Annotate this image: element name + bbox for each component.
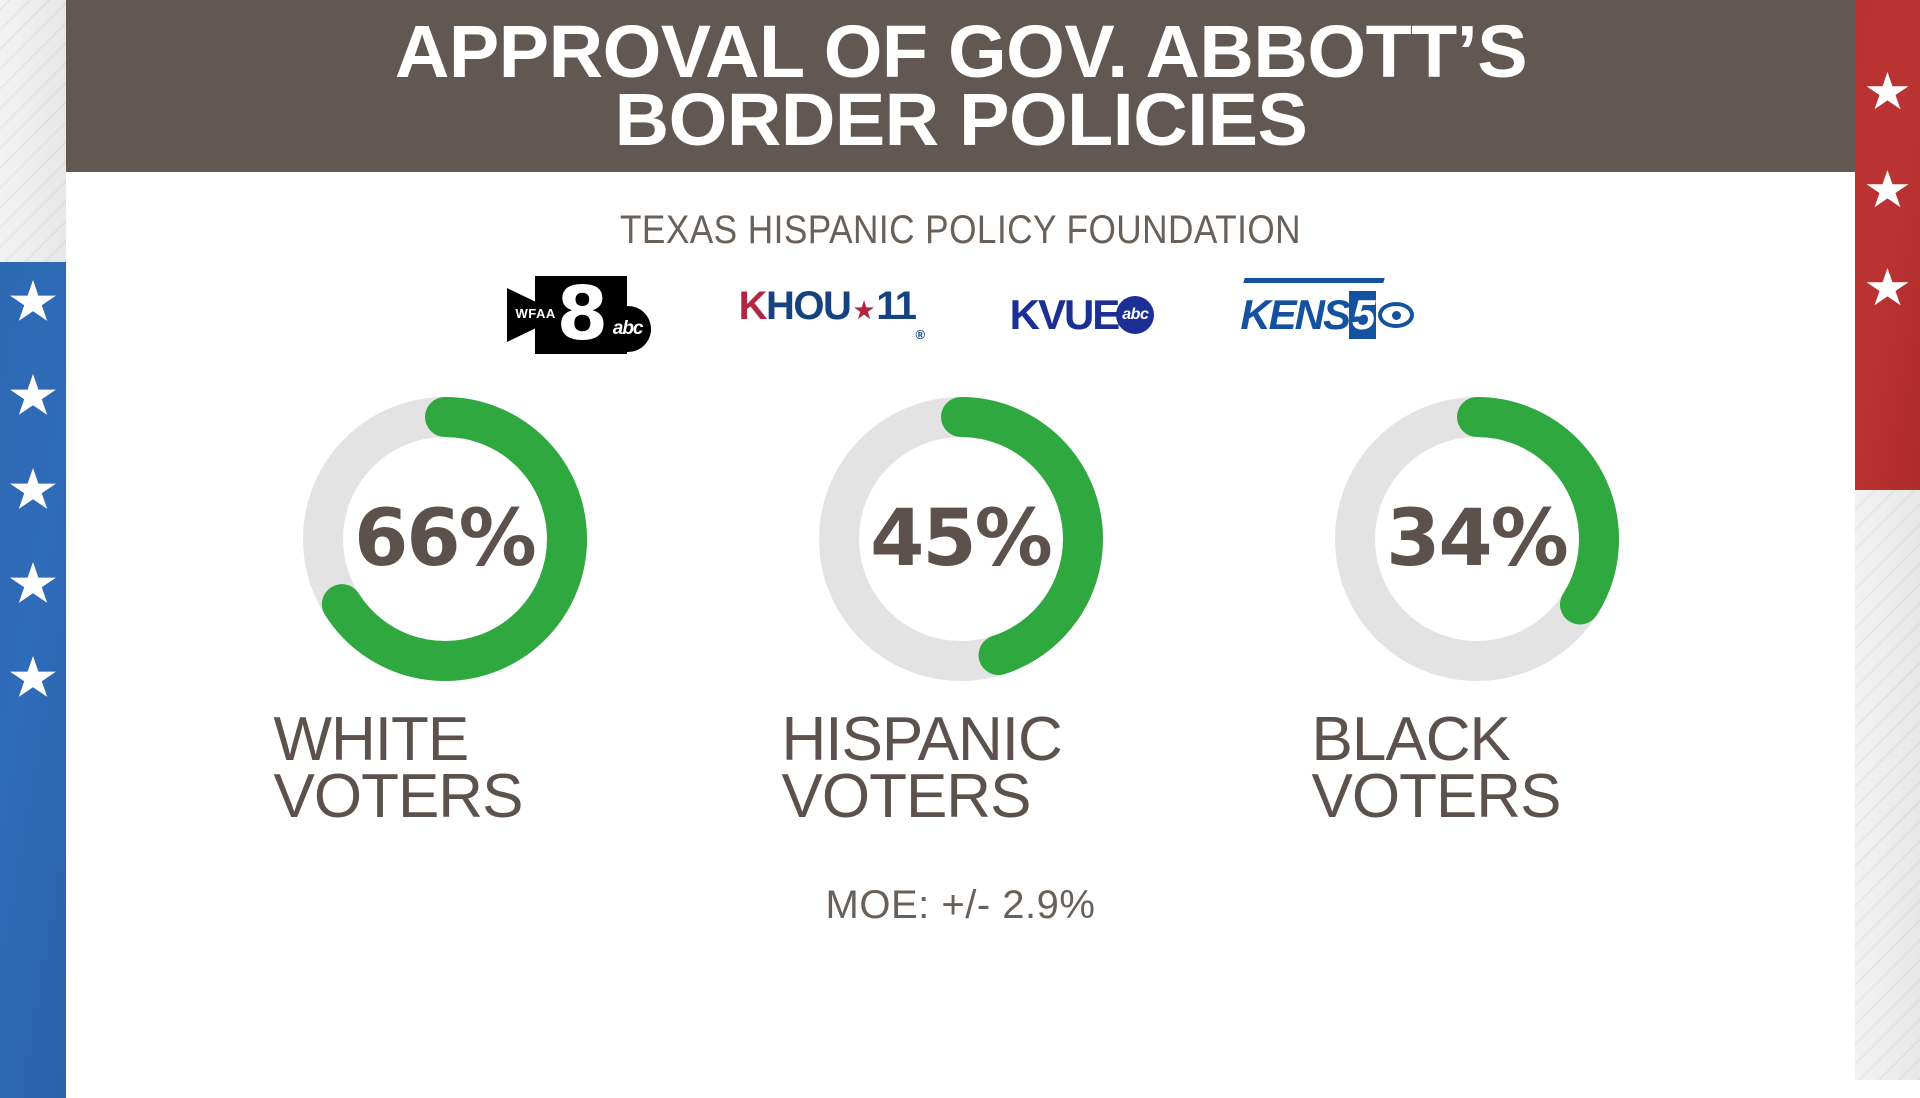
- star-icon: [1866, 170, 1909, 208]
- abc-circle-icon: abc: [1116, 296, 1155, 334]
- kens-wordmark: KENS: [1240, 291, 1351, 338]
- kvue-wordmark: KVUE: [1009, 291, 1121, 338]
- donut-label-black: BLACK VOTERS: [1311, 705, 1562, 832]
- wfaa-8-abc-logo: WFAA 8 abc: [506, 271, 653, 357]
- star-icon: [1866, 268, 1909, 306]
- donut-label-hispanic: HISPANIC VOTERS: [781, 705, 1063, 832]
- page-title: APPROVAL OF GOV. ABBOTT’S BORDER POLICIE…: [394, 9, 1527, 161]
- khou-11-logo: K HOU ★ 11 ®: [738, 284, 926, 346]
- flag-strip-right-red: [1855, 0, 1920, 490]
- kens-5-logo: KENS 5: [1240, 278, 1415, 346]
- kvue-abc-logo: KVUE abc: [1010, 284, 1155, 346]
- kens-channel-number: 5: [1349, 291, 1377, 339]
- khou-channel-number: 11: [876, 284, 917, 328]
- donut-group-black-voters: 34% BLACK VOTERS: [1292, 389, 1662, 832]
- donut-value-hispanic: 45%: [870, 494, 1053, 584]
- header-band: APPROVAL OF GOV. ABBOTT’S BORDER POLICIE…: [66, 0, 1855, 172]
- texture-panel-left-top: [0, 0, 66, 262]
- wfaa-channel-number: 8: [556, 271, 609, 357]
- abc-wordmark: abc: [612, 318, 644, 339]
- abc-circle-icon: abc: [604, 306, 651, 352]
- margin-of-error-note: MOE: +/- 2.9%: [825, 883, 1096, 928]
- donut-chart: 45%: [811, 389, 1111, 689]
- registered-mark-icon: ®: [915, 327, 926, 342]
- star-icon: [10, 656, 56, 697]
- wfaa-wordmark: WFAA: [515, 306, 556, 321]
- donut-group-white-voters: 66% WHITE VOTERS: [260, 389, 630, 832]
- donut-group-hispanic-voters: 45% HISPANIC VOTERS: [776, 389, 1146, 832]
- partner-logo-row: WFAA 8 abc K HOU ★ 11 ® KVUE abc KENS 5: [66, 276, 1855, 354]
- star-icon: [10, 280, 56, 321]
- star-icon: ★: [852, 295, 875, 325]
- content-panel: TEXAS HISPANIC POLICY FOUNDATION WFAA 8 …: [66, 172, 1855, 1080]
- donut-chart: 34%: [1327, 389, 1627, 689]
- donut-svg-hispanic: [818, 397, 1103, 681]
- cbs-eye-icon: [1378, 302, 1415, 328]
- donut-svg-white: [302, 397, 587, 681]
- donut-chart-row: 66% WHITE VOTERS 45% HISPANIC VOTERS 34%: [66, 389, 1855, 832]
- donut-svg-black: [1334, 397, 1619, 681]
- donut-chart: 66%: [295, 389, 595, 689]
- star-icon: [10, 562, 56, 603]
- donut-value-black: 34%: [1386, 494, 1569, 584]
- source-organization: TEXAS HISPANIC POLICY FOUNDATION: [619, 208, 1302, 252]
- flag-strip-left-blue: [0, 262, 66, 1098]
- texture-panel-right-bottom: [1855, 418, 1920, 1080]
- kens-top-bar: [1243, 278, 1386, 283]
- star-icon: [10, 468, 56, 509]
- khou-hou: HOU: [766, 284, 852, 328]
- khou-k: K: [738, 284, 768, 328]
- star-icon: [1866, 72, 1909, 110]
- donut-value-white: 66%: [354, 494, 537, 584]
- abc-wordmark: abc: [1122, 306, 1149, 323]
- star-icon: [10, 374, 56, 415]
- donut-label-white: WHITE VOTERS: [273, 705, 524, 832]
